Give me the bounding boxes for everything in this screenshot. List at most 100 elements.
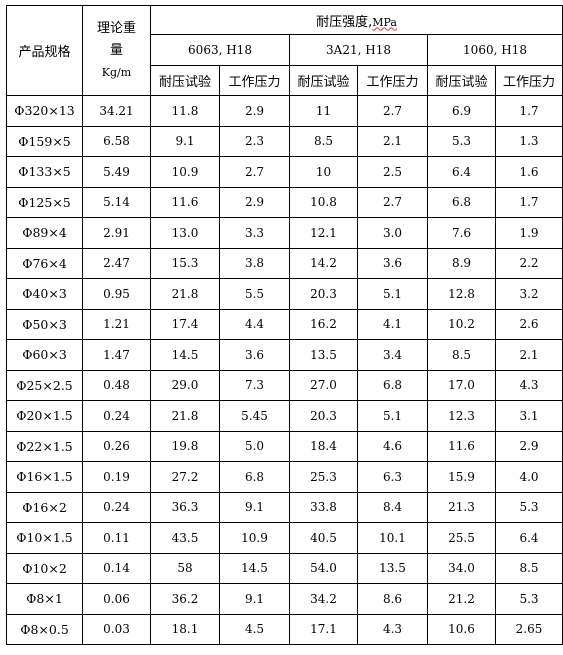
spec-cell: Φ76×4 xyxy=(6,247,83,279)
table-row: Φ50×3 1.21 17.4 4.4 16.2 4.1 10.2 2.6 xyxy=(6,308,563,340)
header-test-pressure: 耐压试验 xyxy=(289,65,358,96)
work-3a21-cell: 5.1 xyxy=(357,278,428,310)
work-3a21-cell: 8.4 xyxy=(357,491,428,523)
work-6063-cell: 4.5 xyxy=(219,613,290,645)
work-3a21-cell: 3.0 xyxy=(357,217,428,249)
header-working-pressure: 工作压力 xyxy=(495,65,563,96)
table-row: Φ20×1.5 0.24 21.8 5.45 20.3 5.1 12.3 3.1 xyxy=(6,400,563,432)
work-6063-cell: 5.5 xyxy=(219,278,290,310)
weight-cell: 1.21 xyxy=(82,308,151,340)
work-1060-cell: 2.6 xyxy=(495,308,563,340)
test-1060-cell: 25.5 xyxy=(427,522,496,554)
test-1060-cell: 8.5 xyxy=(427,339,496,371)
spec-cell: Φ89×4 xyxy=(6,217,83,249)
header-test-pressure: 耐压试验 xyxy=(427,65,496,96)
work-6063-cell: 3.6 xyxy=(219,339,290,371)
work-6063-cell: 4.4 xyxy=(219,308,290,340)
work-1060-cell: 2.65 xyxy=(495,613,563,645)
test-1060-cell: 21.3 xyxy=(427,491,496,523)
table-row: Φ60×3 1.47 14.5 3.6 13.5 3.4 8.5 2.1 xyxy=(6,339,563,371)
header-weight-unit: Kg/m xyxy=(101,65,132,79)
table-row: Φ16×2 0.24 36.3 9.1 33.8 8.4 21.3 5.3 xyxy=(6,491,563,523)
work-6063-cell: 2.7 xyxy=(219,156,290,188)
spec-cell: Φ16×2 xyxy=(6,491,83,523)
weight-cell: 0.26 xyxy=(82,430,151,462)
header-test-pressure: 耐压试验 xyxy=(150,65,220,96)
table-row: Φ133×5 5.49 10.9 2.7 10 2.5 6.4 1.6 xyxy=(6,156,563,188)
test-1060-cell: 5.3 xyxy=(427,125,496,157)
work-3a21-cell: 10.1 xyxy=(357,522,428,554)
weight-cell: 6.58 xyxy=(82,125,151,157)
test-1060-cell: 12.8 xyxy=(427,278,496,310)
spec-cell: Φ50×3 xyxy=(6,308,83,340)
table-row: Φ22×1.5 0.26 19.8 5.0 18.4 4.6 11.6 2.9 xyxy=(6,430,563,462)
work-1060-cell: 1.9 xyxy=(495,217,563,249)
test-6063-cell: 29.0 xyxy=(150,369,220,401)
table-row: Φ8×1 0.06 36.2 9.1 34.2 8.6 21.2 5.3 xyxy=(6,583,563,615)
work-3a21-cell: 6.8 xyxy=(357,369,428,401)
table-row: Φ16×1.5 0.19 27.2 6.8 25.3 6.3 15.9 4.0 xyxy=(6,461,563,493)
work-6063-cell: 9.1 xyxy=(219,491,290,523)
test-6063-cell: 43.5 xyxy=(150,522,220,554)
test-1060-cell: 21.2 xyxy=(427,583,496,615)
work-1060-cell: 3.1 xyxy=(495,400,563,432)
work-1060-cell: 5.3 xyxy=(495,491,563,523)
work-3a21-cell: 2.1 xyxy=(357,125,428,157)
header-alloy-1060: 1060, H18 xyxy=(427,34,563,66)
table-row: Φ76×4 2.47 15.3 3.8 14.2 3.6 8.9 2.2 xyxy=(6,247,563,279)
test-3a21-cell: 11 xyxy=(289,95,358,127)
work-1060-cell: 5.3 xyxy=(495,583,563,615)
table-row: Φ10×2 0.14 58 14.5 54.0 13.5 34.0 8.5 xyxy=(6,552,563,584)
test-1060-cell: 12.3 xyxy=(427,400,496,432)
test-3a21-cell: 33.8 xyxy=(289,491,358,523)
work-3a21-cell: 2.7 xyxy=(357,186,428,218)
test-3a21-cell: 20.3 xyxy=(289,278,358,310)
work-3a21-cell: 3.4 xyxy=(357,339,428,371)
weight-cell: 0.03 xyxy=(82,613,151,645)
weight-cell: 0.06 xyxy=(82,583,151,615)
test-6063-cell: 58 xyxy=(150,552,220,584)
test-6063-cell: 36.2 xyxy=(150,583,220,615)
test-3a21-cell: 13.5 xyxy=(289,339,358,371)
header-working-pressure: 工作压力 xyxy=(357,65,428,96)
pipe-spec-table: 产品规格 理论重 量 Kg/m 耐压强度,MPa 6063, H18 3A21,… xyxy=(6,5,563,645)
test-3a21-cell: 10.8 xyxy=(289,186,358,218)
spec-cell: Φ10×1.5 xyxy=(6,522,83,554)
work-1060-cell: 2.1 xyxy=(495,339,563,371)
test-1060-cell: 6.4 xyxy=(427,156,496,188)
work-6063-cell: 2.3 xyxy=(219,125,290,157)
weight-cell: 2.47 xyxy=(82,247,151,279)
test-6063-cell: 17.4 xyxy=(150,308,220,340)
work-1060-cell: 2.9 xyxy=(495,430,563,462)
test-1060-cell: 6.9 xyxy=(427,95,496,127)
spec-cell: Φ25×2.5 xyxy=(6,369,83,401)
test-3a21-cell: 16.2 xyxy=(289,308,358,340)
test-3a21-cell: 54.0 xyxy=(289,552,358,584)
work-3a21-cell: 4.3 xyxy=(357,613,428,645)
test-1060-cell: 10.2 xyxy=(427,308,496,340)
work-6063-cell: 14.5 xyxy=(219,552,290,584)
test-3a21-cell: 20.3 xyxy=(289,400,358,432)
test-6063-cell: 21.8 xyxy=(150,278,220,310)
work-6063-cell: 7.3 xyxy=(219,369,290,401)
test-6063-cell: 18.1 xyxy=(150,613,220,645)
work-1060-cell: 4.3 xyxy=(495,369,563,401)
test-3a21-cell: 10 xyxy=(289,156,358,188)
test-6063-cell: 11.8 xyxy=(150,95,220,127)
spec-cell: Φ159×5 xyxy=(6,125,83,157)
work-1060-cell: 6.4 xyxy=(495,522,563,554)
test-1060-cell: 11.6 xyxy=(427,430,496,462)
work-1060-cell: 4.0 xyxy=(495,461,563,493)
test-1060-cell: 6.8 xyxy=(427,186,496,218)
work-6063-cell: 2.9 xyxy=(219,95,290,127)
header-working-pressure: 工作压力 xyxy=(219,65,290,96)
test-3a21-cell: 40.5 xyxy=(289,522,358,554)
spec-cell: Φ10×2 xyxy=(6,552,83,584)
spec-cell: Φ133×5 xyxy=(6,156,83,188)
work-3a21-cell: 6.3 xyxy=(357,461,428,493)
work-1060-cell: 1.3 xyxy=(495,125,563,157)
test-6063-cell: 19.8 xyxy=(150,430,220,462)
header-strength: 耐压强度,MPa xyxy=(150,5,563,35)
header-strength-unit: MPa xyxy=(372,15,397,29)
header-strength-prefix: 耐压强度, xyxy=(316,14,373,30)
